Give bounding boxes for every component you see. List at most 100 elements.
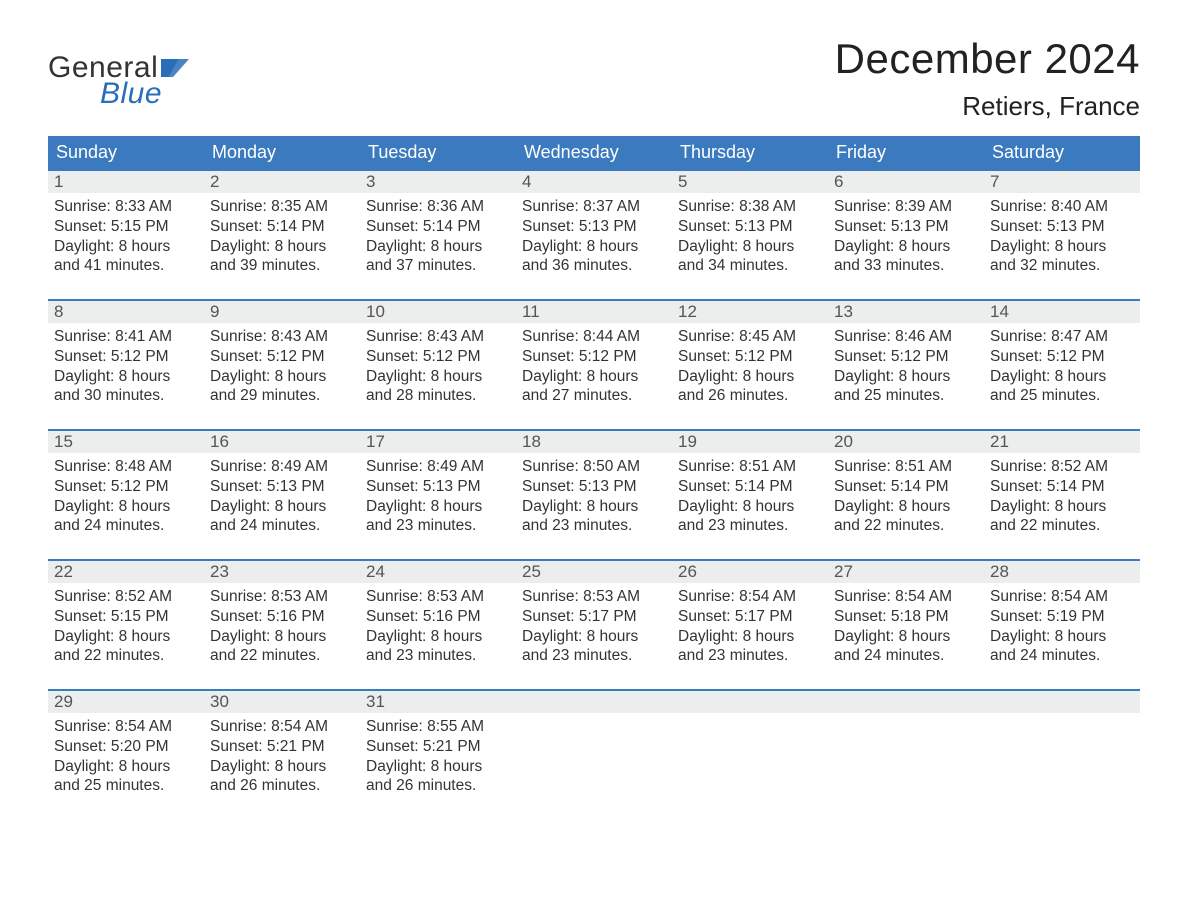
day-body: Sunrise: 8:43 AMSunset: 5:12 PMDaylight:…	[204, 323, 360, 411]
day-cell: 7Sunrise: 8:40 AMSunset: 5:13 PMDaylight…	[984, 171, 1140, 281]
day-body: Sunrise: 8:53 AMSunset: 5:16 PMDaylight:…	[360, 583, 516, 671]
weekday-header: Friday	[828, 136, 984, 169]
sunset-line: Sunset: 5:16 PM	[210, 607, 354, 627]
daylight-line-2: and 23 minutes.	[522, 516, 666, 536]
day-cell: 31Sunrise: 8:55 AMSunset: 5:21 PMDayligh…	[360, 691, 516, 801]
day-cell: 18Sunrise: 8:50 AMSunset: 5:13 PMDayligh…	[516, 431, 672, 541]
daylight-line-2: and 23 minutes.	[678, 646, 822, 666]
day-number	[984, 691, 1140, 713]
day-number: 12	[672, 301, 828, 323]
weeks-container: 1Sunrise: 8:33 AMSunset: 5:15 PMDaylight…	[48, 169, 1140, 801]
day-body: Sunrise: 8:53 AMSunset: 5:17 PMDaylight:…	[516, 583, 672, 671]
weekday-header-row: SundayMondayTuesdayWednesdayThursdayFrid…	[48, 136, 1140, 169]
day-number: 8	[48, 301, 204, 323]
sunset-line: Sunset: 5:13 PM	[210, 477, 354, 497]
sunrise-line: Sunrise: 8:51 AM	[834, 457, 978, 477]
daylight-line-1: Daylight: 8 hours	[834, 497, 978, 517]
day-number: 28	[984, 561, 1140, 583]
day-number: 9	[204, 301, 360, 323]
day-body: Sunrise: 8:49 AMSunset: 5:13 PMDaylight:…	[360, 453, 516, 541]
sunset-line: Sunset: 5:12 PM	[522, 347, 666, 367]
sunset-line: Sunset: 5:12 PM	[54, 347, 198, 367]
daylight-line-1: Daylight: 8 hours	[54, 497, 198, 517]
sunset-line: Sunset: 5:14 PM	[210, 217, 354, 237]
sunset-line: Sunset: 5:12 PM	[834, 347, 978, 367]
day-cell: 8Sunrise: 8:41 AMSunset: 5:12 PMDaylight…	[48, 301, 204, 411]
daylight-line-2: and 33 minutes.	[834, 256, 978, 276]
day-cell: 5Sunrise: 8:38 AMSunset: 5:13 PMDaylight…	[672, 171, 828, 281]
sunset-line: Sunset: 5:19 PM	[990, 607, 1134, 627]
day-cell: 25Sunrise: 8:53 AMSunset: 5:17 PMDayligh…	[516, 561, 672, 671]
sunrise-line: Sunrise: 8:44 AM	[522, 327, 666, 347]
day-cell: 11Sunrise: 8:44 AMSunset: 5:12 PMDayligh…	[516, 301, 672, 411]
daylight-line-1: Daylight: 8 hours	[678, 497, 822, 517]
daylight-line-1: Daylight: 8 hours	[990, 367, 1134, 387]
day-number	[828, 691, 984, 713]
daylight-line-2: and 30 minutes.	[54, 386, 198, 406]
sunset-line: Sunset: 5:13 PM	[522, 477, 666, 497]
sunrise-line: Sunrise: 8:53 AM	[522, 587, 666, 607]
daylight-line-1: Daylight: 8 hours	[522, 367, 666, 387]
sunset-line: Sunset: 5:12 PM	[678, 347, 822, 367]
sunset-line: Sunset: 5:14 PM	[834, 477, 978, 497]
daylight-line-1: Daylight: 8 hours	[54, 627, 198, 647]
day-body	[984, 713, 1140, 801]
daylight-line-2: and 22 minutes.	[54, 646, 198, 666]
day-number: 1	[48, 171, 204, 193]
day-body: Sunrise: 8:52 AMSunset: 5:15 PMDaylight:…	[48, 583, 204, 671]
daylight-line-1: Daylight: 8 hours	[366, 757, 510, 777]
daylight-line-1: Daylight: 8 hours	[366, 497, 510, 517]
sunset-line: Sunset: 5:14 PM	[366, 217, 510, 237]
day-number: 7	[984, 171, 1140, 193]
day-cell: 28Sunrise: 8:54 AMSunset: 5:19 PMDayligh…	[984, 561, 1140, 671]
day-number: 31	[360, 691, 516, 713]
daylight-line-2: and 26 minutes.	[366, 776, 510, 796]
sunrise-line: Sunrise: 8:35 AM	[210, 197, 354, 217]
daylight-line-2: and 29 minutes.	[210, 386, 354, 406]
day-cell: 14Sunrise: 8:47 AMSunset: 5:12 PMDayligh…	[984, 301, 1140, 411]
day-number: 27	[828, 561, 984, 583]
day-number: 29	[48, 691, 204, 713]
day-number: 24	[360, 561, 516, 583]
day-cell: 22Sunrise: 8:52 AMSunset: 5:15 PMDayligh…	[48, 561, 204, 671]
day-number: 4	[516, 171, 672, 193]
daylight-line-1: Daylight: 8 hours	[366, 237, 510, 257]
daylight-line-2: and 24 minutes.	[54, 516, 198, 536]
sunrise-line: Sunrise: 8:53 AM	[366, 587, 510, 607]
sunrise-line: Sunrise: 8:55 AM	[366, 717, 510, 737]
sunset-line: Sunset: 5:14 PM	[990, 477, 1134, 497]
day-body: Sunrise: 8:44 AMSunset: 5:12 PMDaylight:…	[516, 323, 672, 411]
day-cell: 4Sunrise: 8:37 AMSunset: 5:13 PMDaylight…	[516, 171, 672, 281]
sunset-line: Sunset: 5:17 PM	[522, 607, 666, 627]
daylight-line-2: and 23 minutes.	[366, 516, 510, 536]
day-number: 25	[516, 561, 672, 583]
sunrise-line: Sunrise: 8:43 AM	[210, 327, 354, 347]
day-number: 21	[984, 431, 1140, 453]
daylight-line-1: Daylight: 8 hours	[54, 367, 198, 387]
daylight-line-2: and 41 minutes.	[54, 256, 198, 276]
day-number	[516, 691, 672, 713]
sunset-line: Sunset: 5:12 PM	[54, 477, 198, 497]
daylight-line-1: Daylight: 8 hours	[678, 367, 822, 387]
sunset-line: Sunset: 5:16 PM	[366, 607, 510, 627]
weekday-header: Monday	[204, 136, 360, 169]
sunrise-line: Sunrise: 8:54 AM	[54, 717, 198, 737]
day-cell: 16Sunrise: 8:49 AMSunset: 5:13 PMDayligh…	[204, 431, 360, 541]
sunrise-line: Sunrise: 8:49 AM	[366, 457, 510, 477]
daylight-line-2: and 25 minutes.	[990, 386, 1134, 406]
day-number: 22	[48, 561, 204, 583]
day-body: Sunrise: 8:38 AMSunset: 5:13 PMDaylight:…	[672, 193, 828, 281]
daylight-line-2: and 32 minutes.	[990, 256, 1134, 276]
daylight-line-2: and 36 minutes.	[522, 256, 666, 276]
location-label: Retiers, France	[835, 91, 1140, 122]
day-number: 17	[360, 431, 516, 453]
sunset-line: Sunset: 5:12 PM	[990, 347, 1134, 367]
weekday-header: Sunday	[48, 136, 204, 169]
daylight-line-1: Daylight: 8 hours	[990, 497, 1134, 517]
week-row: 15Sunrise: 8:48 AMSunset: 5:12 PMDayligh…	[48, 429, 1140, 541]
sunrise-line: Sunrise: 8:51 AM	[678, 457, 822, 477]
day-number: 13	[828, 301, 984, 323]
day-cell: 12 Sunrise: 8:45 AMSunset: 5:12 PMDayligh…	[672, 301, 828, 411]
sunrise-line: Sunrise: 8:45 AM	[678, 327, 822, 347]
day-cell: 13Sunrise: 8:46 AMSunset: 5:12 PMDayligh…	[828, 301, 984, 411]
